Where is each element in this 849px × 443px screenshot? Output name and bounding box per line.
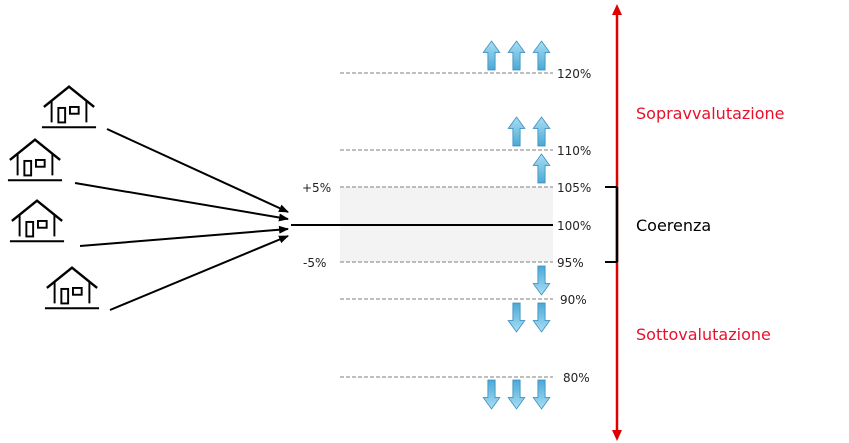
level-lines: [340, 72, 553, 378]
house-arrow: [109, 235, 289, 311]
house-icon: [40, 85, 98, 129]
arrow-up-icon: [482, 40, 501, 71]
converging-arrows: [74, 128, 289, 311]
arrow-down-icon: [482, 379, 501, 410]
arrow-up-icon: [532, 116, 551, 147]
arrow-down-icon: [507, 379, 526, 410]
zone-under: Sottovalutazione: [636, 325, 771, 344]
label-120: 120%: [557, 67, 591, 81]
house-icon: [43, 266, 101, 310]
axis-arrowhead-bottom: [612, 430, 622, 441]
arrow-down-icon: [532, 379, 551, 410]
house-arrow: [74, 182, 289, 222]
house-arrow: [106, 128, 289, 213]
label-110: 110%: [557, 144, 591, 158]
label-105: 105%: [557, 181, 591, 195]
zone-over: Sopravvalutazione: [636, 104, 785, 123]
label-minus5: -5%: [303, 256, 326, 270]
arrow-up-icon: [532, 40, 551, 71]
arrow-down-icon: [507, 302, 526, 333]
label-90: 90%: [560, 293, 587, 307]
coherence-bracket: [605, 186, 617, 263]
down-arrows: [482, 265, 551, 410]
arrow-down-icon: [532, 265, 551, 296]
zone-coherence: Coerenza: [636, 216, 711, 235]
arrow-down-icon: [532, 302, 551, 333]
label-95: 95%: [557, 256, 584, 270]
houses: [6, 85, 101, 310]
house-icon: [6, 138, 64, 182]
arrow-up-icon: [507, 116, 526, 147]
house-icon: [8, 199, 66, 243]
label-100: 100%: [557, 219, 591, 233]
arrow-up-icon: [532, 153, 551, 184]
label-plus5: +5%: [302, 181, 331, 195]
arrow-up-icon: [507, 40, 526, 71]
label-80: 80%: [563, 371, 590, 385]
house-arrow: [79, 225, 289, 247]
axis-arrowhead-top: [612, 4, 622, 15]
up-arrows: [482, 40, 551, 184]
